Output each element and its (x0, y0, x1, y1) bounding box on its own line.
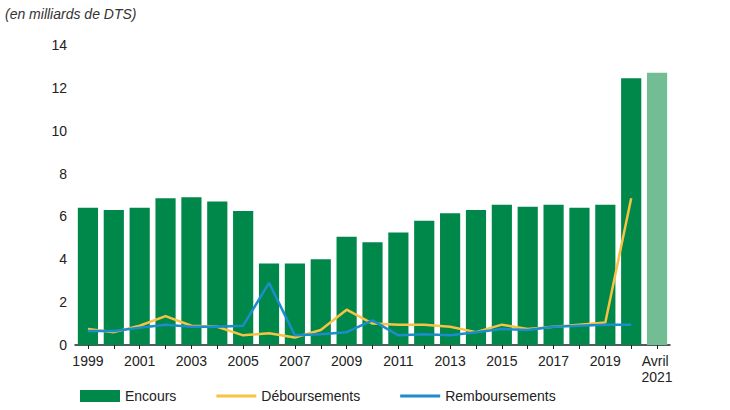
svg-text:Avril: Avril (642, 353, 673, 369)
svg-text:0: 0 (59, 337, 67, 353)
svg-text:12: 12 (51, 80, 67, 96)
svg-text:Encours: Encours (125, 388, 176, 404)
svg-text:2003: 2003 (176, 353, 207, 369)
svg-text:(en milliards de DTS): (en milliards de DTS) (5, 6, 136, 22)
svg-text:4: 4 (59, 251, 67, 267)
svg-text:2021: 2021 (641, 369, 672, 385)
svg-text:2015: 2015 (486, 353, 517, 369)
svg-text:14: 14 (51, 37, 67, 53)
svg-text:10: 10 (51, 123, 67, 139)
svg-text:2013: 2013 (435, 353, 466, 369)
svg-text:Déboursements: Déboursements (261, 388, 360, 404)
svg-text:2011: 2011 (383, 353, 413, 369)
svg-text:2017: 2017 (538, 353, 569, 369)
svg-text:2005: 2005 (228, 353, 259, 369)
svg-text:8: 8 (59, 166, 67, 182)
svg-text:2: 2 (59, 294, 67, 310)
svg-text:2001: 2001 (124, 353, 155, 369)
svg-text:2007: 2007 (279, 353, 310, 369)
svg-text:2009: 2009 (331, 353, 362, 369)
svg-text:1999: 1999 (72, 353, 103, 369)
svg-text:6: 6 (59, 208, 67, 224)
svg-text:2019: 2019 (590, 353, 621, 369)
svg-text:Remboursements: Remboursements (445, 388, 556, 404)
